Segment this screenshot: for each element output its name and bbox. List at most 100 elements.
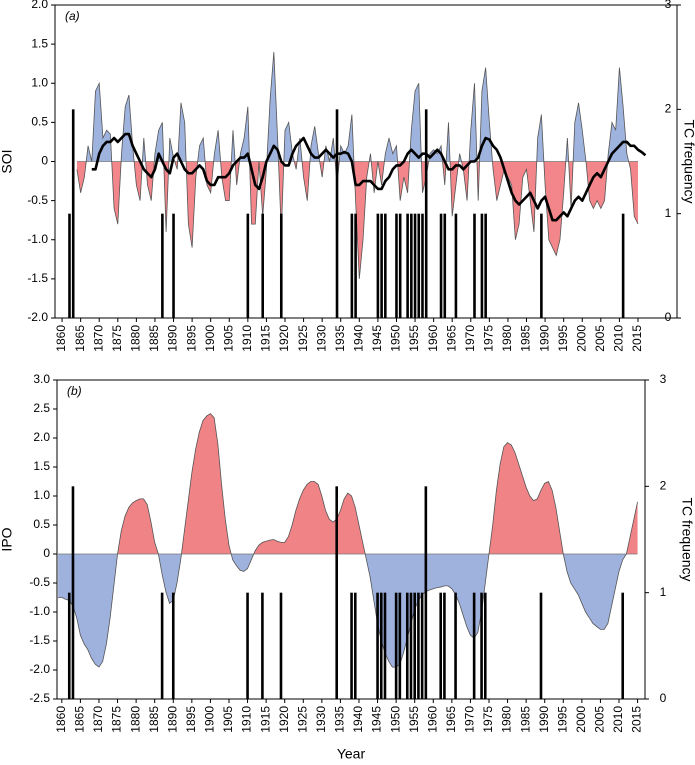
x-tick-label: 1910 — [240, 325, 254, 352]
x-tick-label: 2015 — [630, 325, 644, 352]
panel-label: (b) — [67, 384, 82, 398]
tc-bar — [172, 213, 175, 318]
y-tick-label: 2.5 — [33, 401, 50, 415]
tc-bar — [398, 592, 402, 699]
y2-tick-label: 1 — [660, 585, 667, 599]
tc-bar — [279, 592, 283, 699]
y-tick-label: -0.5 — [29, 575, 50, 589]
area-outline — [76, 51, 639, 279]
y-tick-label: 1.0 — [31, 75, 48, 89]
tc-bar — [417, 592, 420, 699]
x-tick-label: 1890 — [165, 706, 179, 733]
x-tick-label: 1885 — [147, 325, 161, 352]
tc-bar — [539, 592, 543, 699]
tc-bar — [376, 592, 379, 699]
y-tick-label: -1.0 — [29, 604, 50, 618]
y-tick-label: 0 — [41, 154, 48, 168]
x-tick-label: 2005 — [593, 325, 607, 352]
y2-tick-label: 3 — [660, 372, 667, 386]
y-tick-label: -2.0 — [29, 662, 50, 676]
x-tick-label: 1975 — [482, 325, 496, 352]
x-tick-label: 1885 — [147, 706, 161, 733]
tc-bar — [413, 592, 417, 699]
tc-bar — [417, 213, 421, 318]
x-tick-label: 1965 — [444, 706, 458, 733]
x-tick-label: 2010 — [611, 706, 625, 733]
tc-bar — [379, 592, 383, 699]
tc-bar — [424, 486, 428, 699]
tc-bar — [484, 213, 487, 318]
x-tick-label: 1935 — [333, 325, 347, 352]
y2-tick-label: 2 — [660, 479, 667, 493]
y2-tick-label: 3 — [665, 0, 672, 11]
y2-tick-label: 1 — [665, 206, 672, 220]
tc-bar — [383, 592, 387, 699]
x-tick-label: 2010 — [612, 325, 626, 352]
x-tick-label: 1880 — [128, 706, 142, 733]
y-tick-label: 2.0 — [33, 430, 50, 444]
tc-bar — [261, 213, 265, 318]
tc-bar — [421, 213, 424, 318]
x-tick-label: 1990 — [537, 325, 551, 352]
tc-bar — [398, 213, 402, 318]
x-tick-label: 1920 — [277, 706, 291, 733]
x-tick-label: 1990 — [537, 706, 551, 733]
x-tick-label: 1910 — [240, 706, 254, 733]
x-tick-label: 1980 — [500, 706, 514, 733]
x-tick-label: 1980 — [500, 325, 514, 352]
x-tick-label: 1970 — [463, 325, 477, 352]
x-tick-label: 1975 — [481, 706, 495, 733]
y-tick-label: -2.5 — [29, 691, 50, 705]
y2-tick-label: 0 — [660, 691, 667, 705]
x-tick-label: 1925 — [295, 706, 309, 733]
x-tick-label: 1860 — [54, 325, 68, 352]
x-tick-label: 1895 — [184, 325, 198, 352]
tc-bar — [472, 592, 476, 699]
y2-axis-label: TC frequency — [679, 497, 695, 581]
x-tick-label: 1870 — [91, 706, 105, 733]
tc-bar — [480, 213, 484, 318]
x-tick-label: 1865 — [73, 706, 87, 733]
tc-bar — [350, 213, 354, 318]
x-tick-label: 1900 — [203, 325, 217, 352]
smoothed-line — [91, 132, 647, 222]
x-tick-label: 1940 — [351, 325, 365, 352]
x-tick-label: 2005 — [593, 706, 607, 733]
x-tick-label: 1865 — [73, 325, 87, 352]
x-tick-label: 1945 — [370, 706, 384, 733]
y2-axis-label: TC frequency — [681, 119, 695, 203]
y-tick-label: 0.5 — [31, 115, 48, 129]
tc-bar — [540, 213, 543, 318]
x-tick-label: 1875 — [110, 325, 124, 352]
tc-bar — [68, 213, 71, 318]
x-tick-label: 1860 — [54, 706, 68, 733]
x-tick-label: 2000 — [574, 706, 588, 733]
tc-bar — [353, 592, 357, 699]
tc-bar — [161, 213, 164, 318]
x-tick-label: 1970 — [463, 706, 477, 733]
y-tick-label: 1.0 — [33, 488, 50, 502]
tc-bar — [376, 213, 380, 318]
y-tick-label: 3.0 — [33, 372, 50, 386]
y-tick-label: -1.5 — [27, 271, 48, 285]
tc-bar — [350, 592, 353, 699]
tc-bar — [410, 213, 413, 318]
x-tick-label: 1870 — [91, 325, 105, 352]
x-tick-label: 1905 — [221, 706, 235, 733]
x-tick-label: 1915 — [258, 706, 272, 733]
x-tick-label: 1955 — [407, 325, 421, 352]
tc-bar — [279, 213, 283, 318]
tc-bar — [71, 109, 75, 318]
x-tick-label: 1995 — [555, 706, 569, 733]
tc-bar — [439, 592, 443, 699]
x-axis-label: Year — [337, 746, 366, 762]
tc-bar — [246, 213, 250, 318]
panel-label: (a) — [65, 9, 80, 23]
tc-bar — [424, 109, 428, 318]
x-tick-label: 1950 — [388, 706, 402, 733]
x-tick-label: 1985 — [518, 706, 532, 733]
tc-bar — [71, 486, 75, 699]
x-tick-label: 1915 — [259, 325, 273, 352]
tc-bar — [621, 213, 625, 318]
